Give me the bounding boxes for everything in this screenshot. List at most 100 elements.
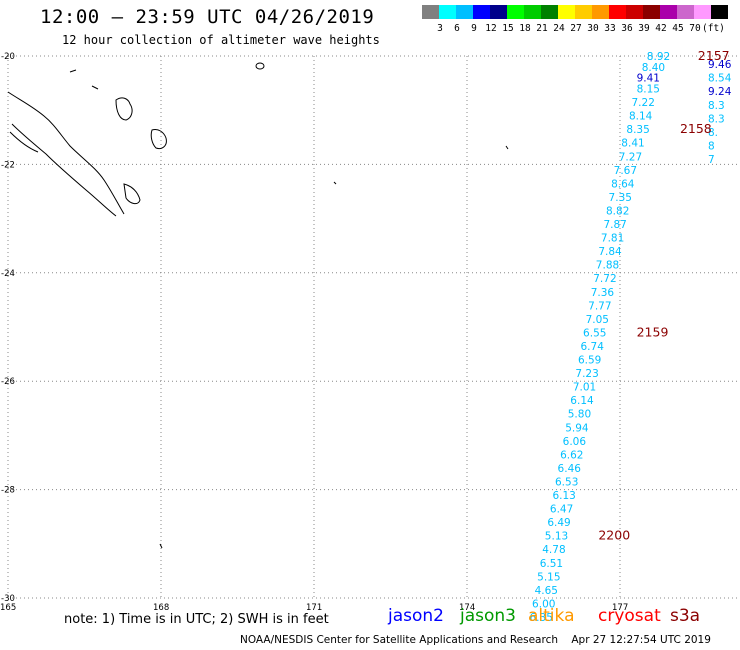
scale-swatch: [711, 5, 728, 19]
swh-value-label: 8.15: [637, 84, 660, 96]
scale-swatch: [626, 5, 643, 19]
scale-label: 27: [570, 23, 582, 34]
track-time-label: 2157: [698, 48, 730, 63]
scale-label: 42: [655, 23, 667, 34]
swh-value-label: 5.80: [568, 409, 591, 421]
swh-value-label: 6.13: [552, 490, 575, 502]
swh-value-label: 7.05: [586, 314, 609, 326]
scale-swatch: [592, 5, 609, 19]
swh-value-label: 6.55: [583, 327, 606, 339]
map-subtitle: 12 hour collection of altimeter wave hei…: [62, 33, 380, 47]
scale-swatch: [490, 5, 507, 19]
lat-tick-label: -26: [1, 377, 15, 387]
swh-value-label: 5.13: [545, 531, 568, 543]
scale-label: 6: [454, 23, 460, 34]
swh-value-label: 7: [708, 154, 715, 166]
swh-value-label: 6.14: [570, 395, 594, 407]
lon-tick-label: 177: [612, 603, 628, 613]
scale-label: 18: [519, 23, 531, 34]
swh-value-label: 7.87: [603, 219, 626, 231]
scale-swatch: [456, 5, 473, 19]
swh-value-label: 6.59: [578, 355, 601, 367]
lon-tick-label: 171: [306, 603, 322, 613]
track-time-label: 2159: [637, 324, 669, 339]
satellite-jason3: jason3: [460, 606, 516, 626]
scale-swatch: [558, 5, 575, 19]
swh-value-label: 5.15: [537, 571, 560, 583]
scale-swatch: [422, 5, 439, 19]
scale-unit: (ft): [702, 23, 725, 34]
swh-value-label: 7.27: [619, 151, 642, 163]
swh-value-label: 7.81: [601, 233, 624, 245]
scale-label: 3: [437, 23, 443, 34]
scale-swatch: [660, 5, 677, 19]
swh-value-label: 8.: [708, 127, 718, 139]
lat-tick-label: -20: [1, 52, 15, 62]
track-time-label: 2200: [598, 528, 630, 543]
scale-swatch: [439, 5, 456, 19]
satellite-cryosat: cryosat: [598, 606, 661, 626]
satellite-altika: altika: [528, 606, 575, 626]
lat-tick-label: -30: [1, 594, 15, 604]
swh-value-label: 8.82: [606, 205, 629, 217]
swh-value-label: 6.74: [581, 341, 605, 353]
lon-tick-label: 168: [153, 603, 169, 613]
scale-swatch: [541, 5, 558, 19]
scale-label: 33: [604, 23, 616, 34]
swh-value-label: 4.78: [542, 544, 565, 556]
scale-label: 24: [553, 23, 565, 34]
scale-swatch: [507, 5, 524, 19]
lat-tick-label: -22: [1, 160, 15, 170]
lat-tick-label: -28: [1, 486, 15, 496]
swh-value-label: 7.23: [575, 368, 598, 380]
altimeter-track: 8.928.409.418.157.22 8.148.35 8.417.27 7.67…: [530, 51, 732, 624]
swh-value-label: 9.41: [637, 73, 660, 85]
scale-label: 21: [536, 23, 548, 34]
scale-swatch: [524, 5, 541, 19]
satellite-s3a: s3a: [670, 606, 701, 626]
swh-value-label: 7.84: [598, 246, 622, 258]
swh-value-label: 9.46: [708, 59, 732, 71]
map-grid: [7, 55, 738, 599]
scale-swatch: [609, 5, 626, 19]
coastline-new-caledonia: [7, 91, 125, 217]
scale-swatch: [575, 5, 592, 19]
swh-value-label: 7.36: [591, 287, 615, 299]
swh-value-label: 6.53: [555, 476, 578, 488]
axis-tick-labels: 165 168 171 174 177 -20 -22 -24 -26 -28 -30: [0, 52, 628, 613]
swh-value-label: 6.00: [532, 598, 555, 610]
swh-value-label: 6.62: [560, 449, 583, 461]
lat-tick-label: -24: [1, 269, 15, 279]
swh-value-label: 7.88: [596, 260, 619, 272]
scale-label: 15: [502, 23, 514, 34]
track-time-label: 2158: [680, 121, 712, 136]
swh-value-label: 8.92: [647, 51, 670, 63]
swh-value-label: 8.40: [642, 62, 665, 74]
coastline-loyalty-islands: [115, 97, 167, 205]
map-title: 12:00 – 23:59 UTC 04/26/2019: [40, 6, 375, 28]
units-note: note: 1) Time is in UTC; 2) SWH is in fe…: [64, 612, 329, 627]
scale-label: 36: [621, 23, 633, 34]
scale-label: 12: [485, 23, 497, 34]
scale-label: 45: [672, 23, 684, 34]
swh-value-label: 8: [708, 140, 715, 152]
scale-label: 9: [471, 23, 477, 34]
swh-value-label: 7.77: [588, 300, 611, 312]
swh-value-label: 4.65: [535, 585, 558, 597]
scale-swatch: [694, 5, 711, 19]
swh-value-label: 6.51: [540, 558, 563, 570]
scale-label: 30: [587, 23, 599, 34]
credit-line: NOAA/NESDIS Center for Satellite Applica…: [240, 634, 711, 646]
swh-value-label: 8.3: [708, 113, 725, 125]
swh-value-label: 8.64: [611, 178, 635, 190]
lon-tick-label: 165: [0, 603, 16, 613]
swh-value-label: 6.49: [547, 517, 570, 529]
swh-value-label: 6.06: [563, 436, 587, 448]
scale-swatch: [677, 5, 694, 19]
swh-value-label: 6.47: [550, 504, 573, 516]
scale-swatch: [643, 5, 660, 19]
swh-value-label: 8.35: [626, 124, 649, 136]
coastlines: [7, 62, 509, 549]
swh-value-label: 8.14: [629, 111, 653, 123]
